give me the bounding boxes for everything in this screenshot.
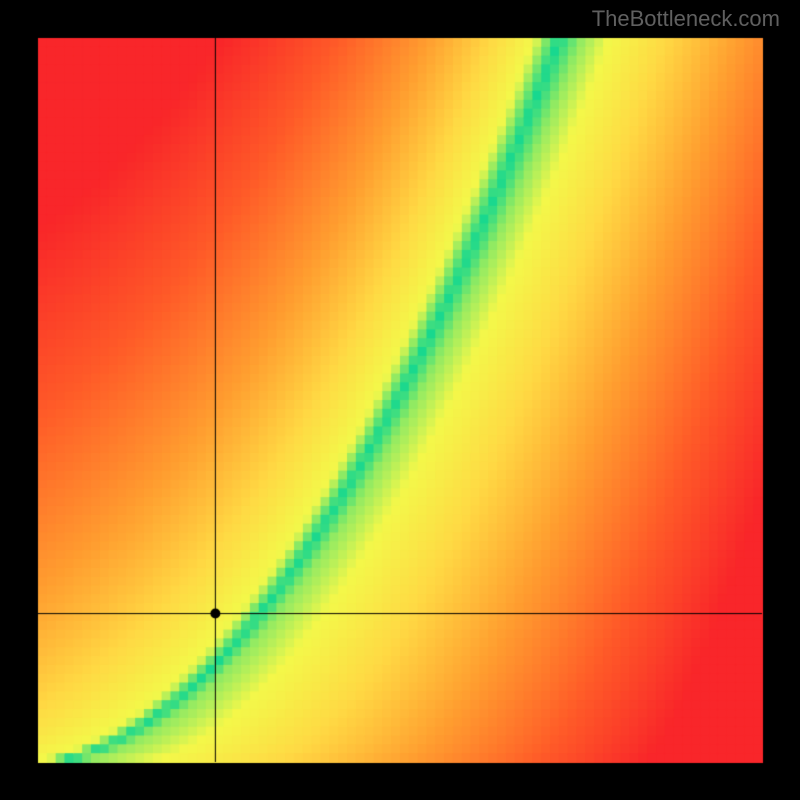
watermark-text: TheBottleneck.com [592, 6, 780, 32]
bottleneck-heatmap [0, 0, 800, 800]
